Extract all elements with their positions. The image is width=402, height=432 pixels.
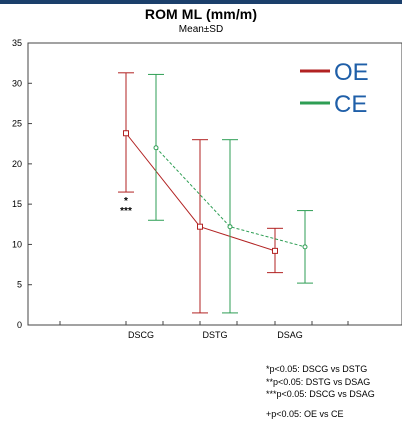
data-point-ce-0 <box>153 145 159 151</box>
series-ce <box>148 73 313 314</box>
data-point-ce-2 <box>302 244 308 250</box>
y-axis: 0 5 10 15 20 25 30 35 <box>12 38 32 330</box>
x-category-label-1: DSTG <box>202 330 227 340</box>
footnotes: *p<0.05: DSCG vs DSTG **p<0.05: DSTG vs … <box>266 363 402 420</box>
y-tick-label-4: 20 <box>12 159 22 169</box>
legend: OE CE <box>300 59 369 118</box>
y-tick-label-0: 0 <box>17 320 22 330</box>
plot-frame <box>27 42 402 326</box>
data-point-oe-0 <box>123 130 129 137</box>
series-oe <box>118 72 283 314</box>
data-point-oe-2 <box>272 247 278 254</box>
y-tick-label-2: 10 <box>12 239 22 249</box>
y-tick-label-1: 5 <box>17 280 22 290</box>
series-line-ce <box>155 147 306 248</box>
top-rule <box>0 0 402 4</box>
footnote-4: +p<0.05: OE vs CE <box>266 408 344 419</box>
footnote-1: *p<0.05: DSCG vs DSTG <box>266 364 368 374</box>
y-tick-label-7: 35 <box>12 38 22 48</box>
y-tick-label-3: 15 <box>12 199 22 209</box>
x-category-label-0: DSCG <box>128 330 154 340</box>
footnote-3: ***p<0.05: DSCG vs DSAG <box>266 389 375 399</box>
y-tick-label-6: 30 <box>12 78 22 88</box>
chart-title: ROM ML (mm/m) <box>144 6 258 22</box>
data-point-ce-1 <box>227 224 233 230</box>
series-layer <box>118 72 313 314</box>
chart-subtitle: Mean±SD <box>178 24 224 35</box>
significance-marker-0: * <box>124 196 128 207</box>
footnote-2: **p<0.05: DSTG vs DSAG <box>266 376 371 387</box>
significance-annotations: **** <box>120 196 132 217</box>
y-tick-label-5: 25 <box>12 119 22 129</box>
legend-label-oe: OE <box>334 59 369 86</box>
x-axis: DSCG DSTG DSAG <box>59 321 349 340</box>
legend-label-ce: CE <box>334 91 367 118</box>
data-point-oe-1 <box>197 223 203 230</box>
x-category-label-2: DSAG <box>277 330 303 340</box>
significance-marker-1: *** <box>120 206 132 217</box>
